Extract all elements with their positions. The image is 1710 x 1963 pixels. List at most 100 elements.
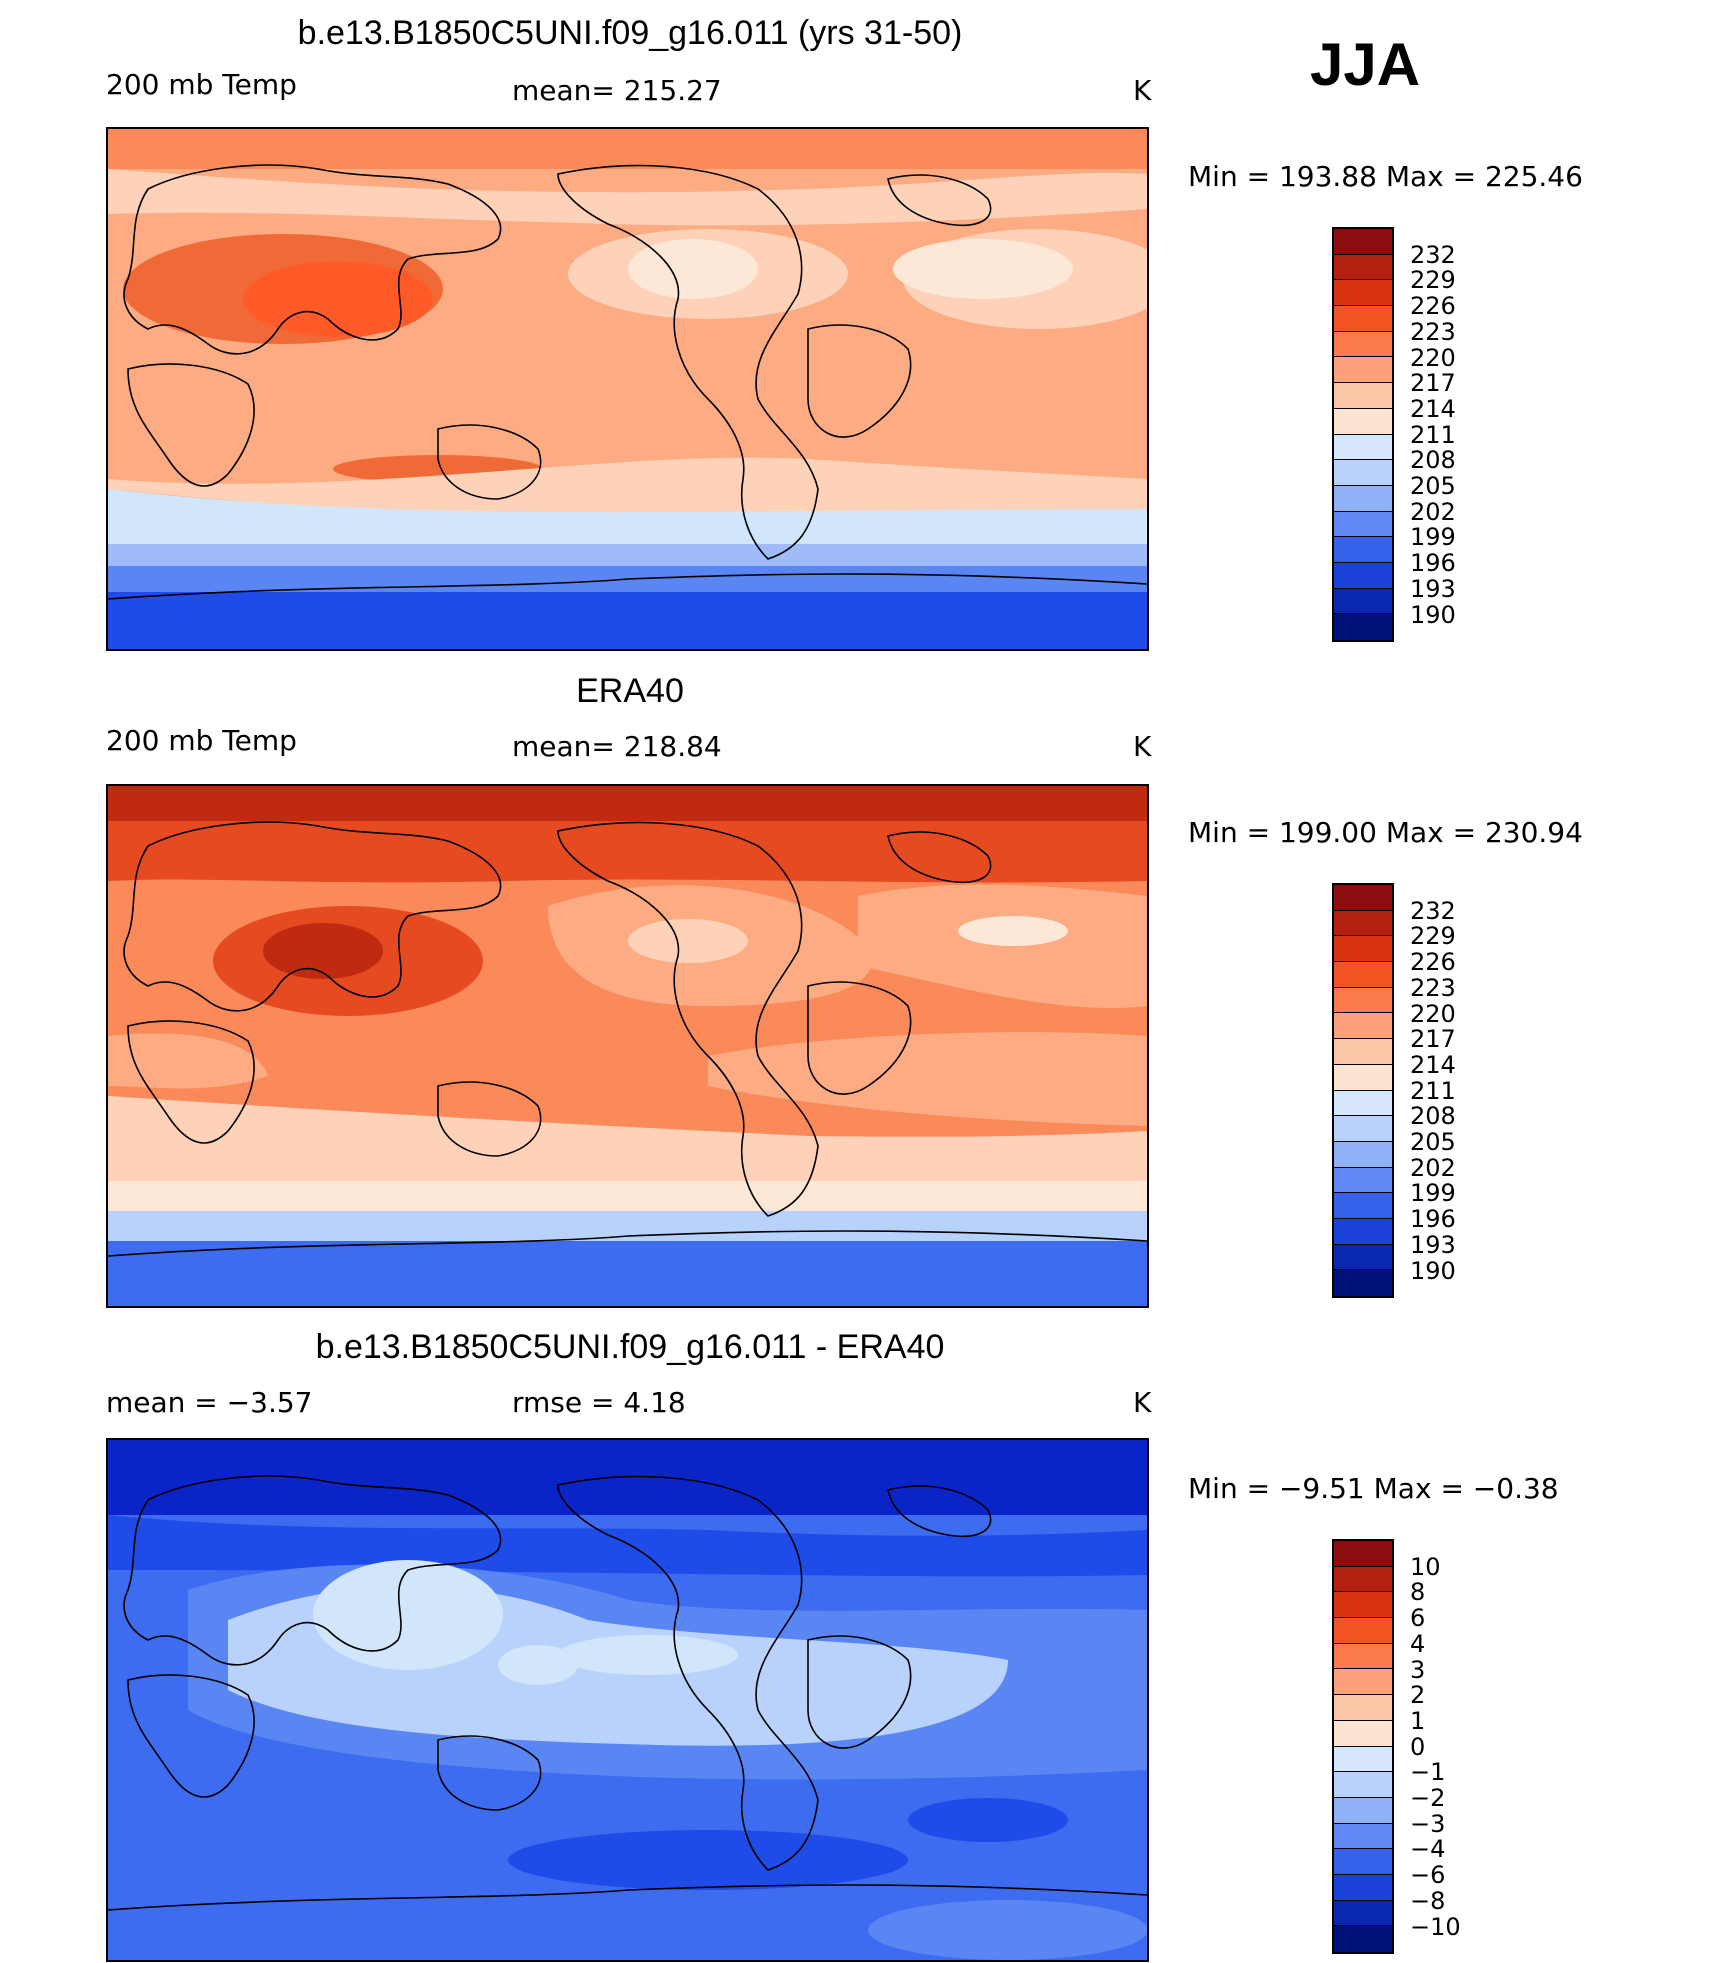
colorbar-cell — [1334, 1541, 1392, 1567]
colorbar-cell — [1334, 331, 1392, 358]
colorbar-cell — [1334, 910, 1392, 937]
coastline-path — [123, 164, 502, 355]
colorbar-cell — [1334, 1193, 1392, 1219]
colorbar-cell — [1334, 1013, 1392, 1040]
colorbar-cell — [1334, 1849, 1392, 1875]
coastline-path — [127, 363, 255, 487]
field-band — [108, 489, 1147, 549]
coastline-path — [108, 1884, 1147, 1911]
colorbar-tick-label: 190 — [1410, 600, 1456, 629]
colorbar-cell — [1334, 1592, 1392, 1619]
coastline-path — [123, 1475, 502, 1666]
coastline-path — [557, 1475, 819, 1871]
colorbar-tick-label: 4 — [1410, 1629, 1426, 1658]
colorbar-tick-label: 226 — [1410, 292, 1456, 321]
field-band — [108, 1515, 1147, 1577]
colorbar-cell — [1334, 434, 1392, 461]
field-band — [108, 169, 1147, 226]
colorbar-cell — [1334, 1244, 1392, 1271]
panel-3-contour-field — [108, 1440, 1147, 1960]
coastlines — [108, 821, 1147, 1257]
coastline-path — [887, 1485, 992, 1537]
coastline-path — [123, 821, 502, 1012]
colorbar-cell — [1334, 306, 1392, 332]
colorbar-tick-label: 193 — [1410, 1230, 1456, 1259]
coastline-path — [437, 424, 542, 500]
colorbar-tick-label: −2 — [1410, 1784, 1446, 1812]
panel-2-minmax: Min = 199.00 Max = 230.94 — [1188, 816, 1583, 849]
colorbar-cell — [1334, 1746, 1392, 1773]
panel-2-contour-field — [108, 786, 1147, 1306]
colorbar-tick-label: 214 — [1410, 1050, 1456, 1079]
panel-3-colorbar — [1332, 1539, 1394, 1954]
colorbar-cell — [1334, 1270, 1392, 1296]
colorbar-tick-label: 208 — [1410, 1102, 1456, 1131]
colorbar-tick-label: 223 — [1410, 973, 1456, 1002]
panel-1-units: K — [1133, 74, 1152, 107]
colorbar-cell — [1334, 460, 1392, 486]
field-band — [858, 884, 1147, 1008]
colorbar-cell — [1334, 1618, 1392, 1644]
colorbar-cell — [1334, 537, 1392, 563]
colorbar-cell — [1334, 885, 1392, 911]
colorbar-tick-label: 2 — [1410, 1681, 1426, 1710]
colorbar-tick-label: 217 — [1410, 1025, 1456, 1054]
field-band — [558, 1635, 738, 1675]
colorbar-tick-label: 232 — [1410, 240, 1456, 269]
colorbar-tick-label: 8 — [1410, 1578, 1426, 1607]
colorbar-tick-label: 232 — [1410, 896, 1456, 925]
colorbar-cell — [1334, 1141, 1392, 1168]
panel-3-mean-label: mean = −3.57 — [106, 1386, 313, 1419]
field-band — [908, 1798, 1068, 1842]
field-band — [243, 261, 433, 337]
coastline-path — [127, 1020, 255, 1144]
panel-1-left-label: 200 mb Temp — [106, 68, 297, 101]
colorbar-tick-label: 229 — [1410, 266, 1456, 295]
colorbar-tick-label: 10 — [1410, 1552, 1441, 1581]
colorbar-tick-label: 196 — [1410, 549, 1456, 578]
colorbar-tick-label: −10 — [1410, 1912, 1461, 1941]
field-band — [108, 1181, 1147, 1211]
coastline-path — [108, 1230, 1147, 1257]
panel-2-colorbar — [1332, 883, 1394, 1298]
panel-1-map — [106, 127, 1149, 651]
field-band — [108, 1096, 1147, 1186]
colorbar-cell — [1334, 1116, 1392, 1142]
colorbar-cell — [1334, 987, 1392, 1014]
colorbar-cell — [1334, 562, 1392, 589]
colorbar-cell — [1334, 1064, 1392, 1091]
panel-2-map — [106, 784, 1149, 1308]
colorbar-cell — [1334, 1669, 1392, 1696]
field-band — [508, 1830, 908, 1890]
panel-3-units: K — [1133, 1386, 1152, 1419]
coastline-path — [557, 164, 819, 560]
field-band — [108, 786, 1147, 821]
colorbar-cell — [1334, 280, 1392, 307]
colorbar-cell — [1334, 588, 1392, 615]
coastline-path — [108, 573, 1147, 600]
colorbar-cell — [1334, 1090, 1392, 1117]
colorbar-tick-label: 0 — [1410, 1732, 1426, 1761]
colorbar-cell — [1334, 1797, 1392, 1824]
panel-2-units: K — [1133, 730, 1152, 763]
colorbar-cell — [1334, 1643, 1392, 1670]
colorbar-tick-label: 208 — [1410, 446, 1456, 475]
coastline-path — [437, 1081, 542, 1157]
colorbar-tick-label: 3 — [1410, 1655, 1426, 1684]
colorbar-cell — [1334, 1039, 1392, 1065]
panel-1-title: b.e13.B1850C5UNI.f09_g16.011 (yrs 31-50) — [297, 14, 963, 52]
colorbar-cell — [1334, 962, 1392, 988]
colorbar-tick-label: 199 — [1410, 523, 1456, 552]
field-band — [313, 1560, 503, 1670]
colorbar-cell — [1334, 511, 1392, 538]
coastline-path — [887, 831, 992, 883]
colorbar-cell — [1334, 1772, 1392, 1798]
colorbar-cell — [1334, 936, 1392, 963]
panel-1-colorbar — [1332, 227, 1394, 642]
colorbar-tick-label: −1 — [1410, 1758, 1446, 1787]
panel-3-map — [106, 1438, 1149, 1962]
panel-1-contour-field — [108, 129, 1147, 649]
colorbar-cell — [1334, 357, 1392, 384]
colorbar-cell — [1334, 614, 1392, 640]
colorbar-tick-label: 220 — [1410, 999, 1456, 1028]
